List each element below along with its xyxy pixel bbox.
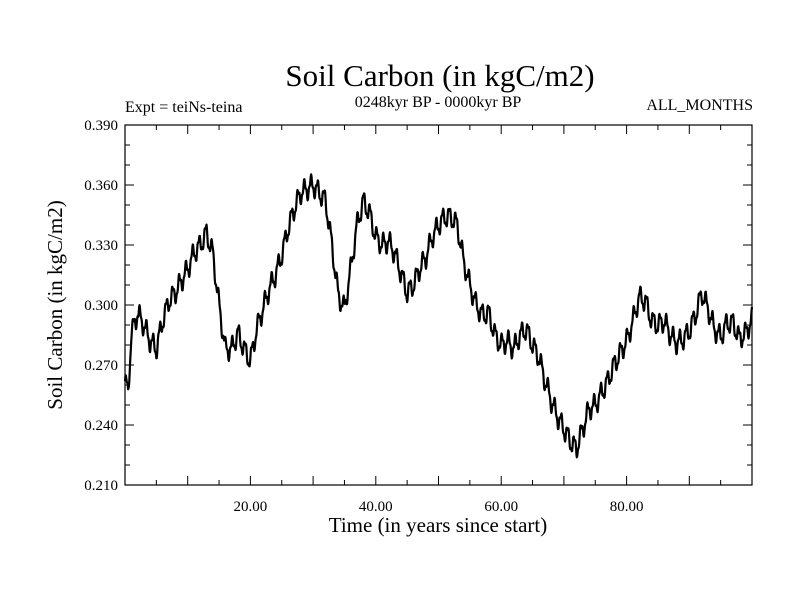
y-tick-label: 0.360 [84,178,118,194]
x-axis-label: Time (in years since start) [329,513,548,537]
chart-title: Soil Carbon (in kgC/m2) [285,58,594,93]
season-label: ALL_MONTHS [646,97,753,114]
y-tick-label: 0.270 [84,358,118,374]
y-tick-label: 0.330 [84,238,118,254]
y-tick-label: 0.390 [84,118,118,134]
x-tick-label: 20.00 [234,499,268,515]
series-line [123,173,754,459]
axis-tick-labels: 20.00 40.00 60.00 80.00 0.210 0.240 0.270 0.300… [84,118,643,515]
x-tick-label: 40.00 [359,499,393,515]
y-tick-label: 0.300 [84,298,118,314]
axis-ticks [124,124,753,486]
experiment-label: Expt = teiNs-teina [125,99,242,116]
chart-subtitle: 0248kyr BP - 0000kyr BP [355,94,522,111]
plot-frame [124,124,753,486]
y-axis-label: Soil Carbon (in kgC/m2) [43,200,67,409]
y-tick-label: 0.240 [84,418,118,434]
x-tick-label: 80.00 [610,499,644,515]
y-tick-label: 0.210 [84,478,118,494]
x-tick-label: 60.00 [484,499,518,515]
